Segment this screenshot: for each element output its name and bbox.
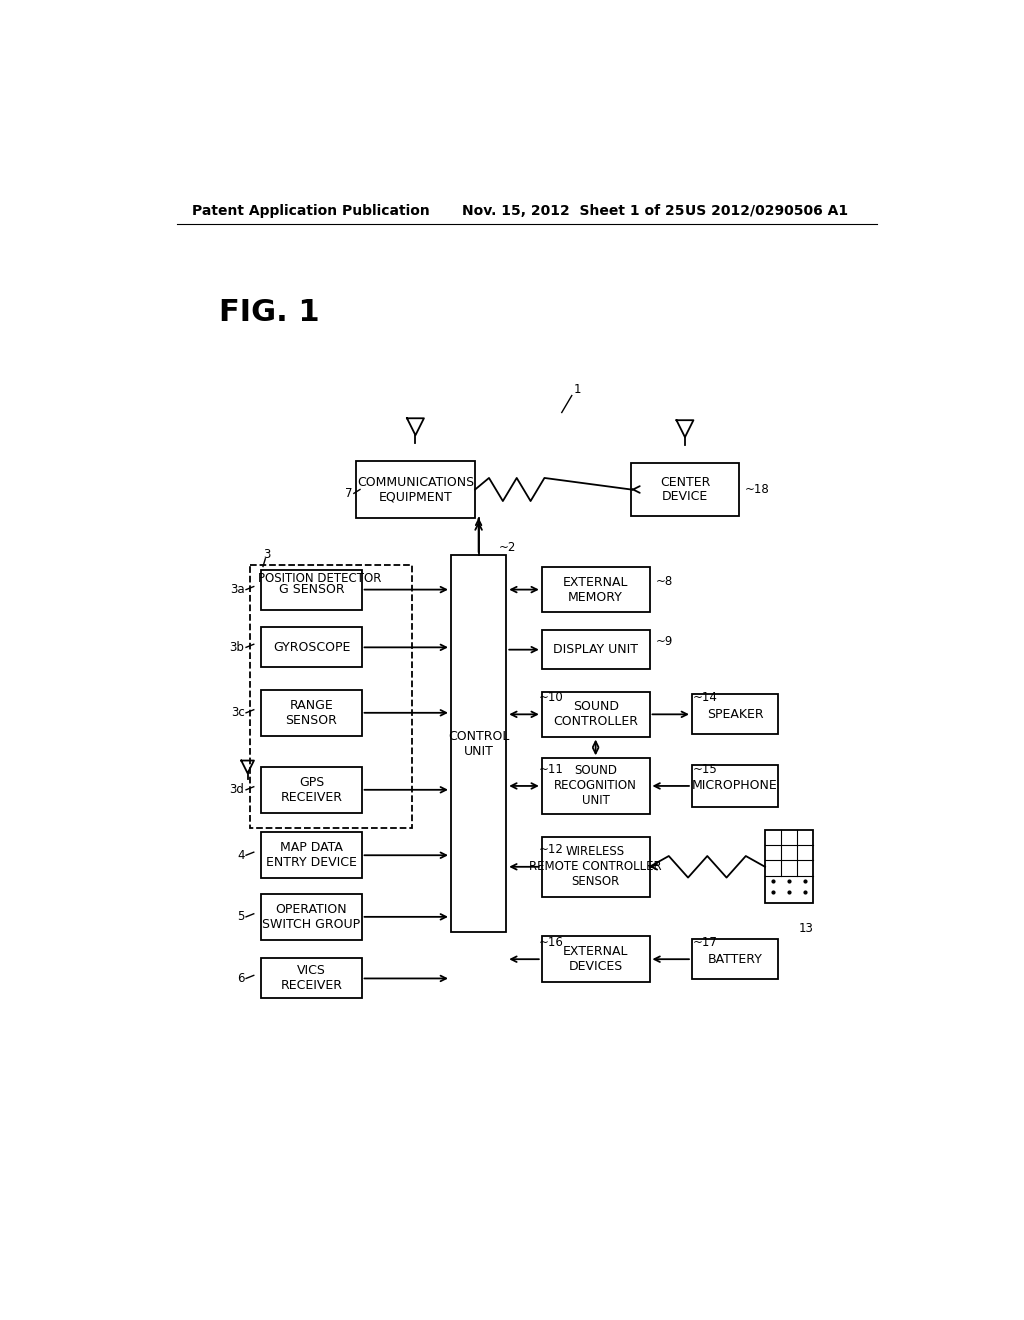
Text: ~16: ~16 xyxy=(539,936,563,949)
Text: GYROSCOPE: GYROSCOPE xyxy=(272,640,350,653)
Text: MICROPHONE: MICROPHONE xyxy=(692,779,778,792)
Bar xyxy=(542,631,649,669)
Text: RANGE
SENSOR: RANGE SENSOR xyxy=(286,698,338,727)
Bar xyxy=(261,689,361,737)
Bar xyxy=(765,830,813,903)
Text: EXTERNAL
DEVICES: EXTERNAL DEVICES xyxy=(563,945,629,973)
Text: 3d: 3d xyxy=(229,783,245,796)
Text: ~9: ~9 xyxy=(655,635,673,648)
Bar xyxy=(261,767,361,813)
Text: OPERATION
SWITCH GROUP: OPERATION SWITCH GROUP xyxy=(262,903,360,931)
Text: SOUND
RECOGNITION
UNIT: SOUND RECOGNITION UNIT xyxy=(554,764,637,808)
Bar xyxy=(250,565,412,829)
Text: MAP DATA
ENTRY DEVICE: MAP DATA ENTRY DEVICE xyxy=(266,841,357,870)
Text: ~11: ~11 xyxy=(539,763,563,776)
Text: ~12: ~12 xyxy=(539,843,563,857)
Text: 6: 6 xyxy=(237,972,245,985)
Text: US 2012/0290506 A1: US 2012/0290506 A1 xyxy=(685,203,848,218)
Bar xyxy=(451,554,506,932)
Bar xyxy=(542,692,649,737)
Text: CONTROL
UNIT: CONTROL UNIT xyxy=(447,730,509,758)
Text: ~17: ~17 xyxy=(692,936,718,949)
Text: Nov. 15, 2012  Sheet 1 of 25: Nov. 15, 2012 Sheet 1 of 25 xyxy=(462,203,684,218)
Text: EXTERNAL
MEMORY: EXTERNAL MEMORY xyxy=(563,576,629,603)
Text: POSITION DETECTOR: POSITION DETECTOR xyxy=(258,573,381,585)
Text: 3b: 3b xyxy=(229,640,245,653)
Text: ~15: ~15 xyxy=(692,763,718,776)
Bar xyxy=(542,568,649,612)
Text: ~2: ~2 xyxy=(499,541,516,554)
Text: ~10: ~10 xyxy=(539,690,563,704)
Bar xyxy=(692,694,778,734)
Bar xyxy=(261,570,361,610)
Text: SPEAKER: SPEAKER xyxy=(707,708,763,721)
Bar xyxy=(261,627,361,668)
Bar xyxy=(542,837,649,896)
Text: ~8: ~8 xyxy=(655,576,673,589)
Text: 3c: 3c xyxy=(230,706,245,719)
Text: DISPLAY UNIT: DISPLAY UNIT xyxy=(553,643,638,656)
Text: BATTERY: BATTERY xyxy=(708,953,763,966)
Text: SOUND
CONTROLLER: SOUND CONTROLLER xyxy=(553,701,638,729)
Bar xyxy=(631,462,739,516)
Bar xyxy=(542,758,649,813)
Text: 3: 3 xyxy=(263,548,270,561)
Bar xyxy=(261,958,361,998)
Text: 4: 4 xyxy=(237,849,245,862)
Text: ~14: ~14 xyxy=(692,690,718,704)
Text: ~18: ~18 xyxy=(745,483,770,496)
Bar xyxy=(692,940,778,979)
Bar xyxy=(355,461,475,519)
Text: COMMUNICATIONS
EQUIPMENT: COMMUNICATIONS EQUIPMENT xyxy=(357,475,474,503)
Bar xyxy=(542,936,649,982)
Text: VICS
RECEIVER: VICS RECEIVER xyxy=(281,965,342,993)
Text: G SENSOR: G SENSOR xyxy=(279,583,344,597)
Bar xyxy=(261,894,361,940)
Text: 3a: 3a xyxy=(230,583,245,597)
Bar xyxy=(261,832,361,878)
Bar xyxy=(692,764,778,807)
Text: 1: 1 xyxy=(573,383,581,396)
Text: Patent Application Publication: Patent Application Publication xyxy=(193,203,430,218)
Text: FIG. 1: FIG. 1 xyxy=(219,298,319,327)
Text: 5: 5 xyxy=(238,911,245,924)
Text: CENTER
DEVICE: CENTER DEVICE xyxy=(659,475,711,503)
Text: 13: 13 xyxy=(799,921,814,935)
Text: 7: 7 xyxy=(345,487,352,500)
Text: GPS
RECEIVER: GPS RECEIVER xyxy=(281,776,342,804)
Text: WIRELESS
REMOTE CONTROLLER
SENSOR: WIRELESS REMOTE CONTROLLER SENSOR xyxy=(529,845,662,888)
